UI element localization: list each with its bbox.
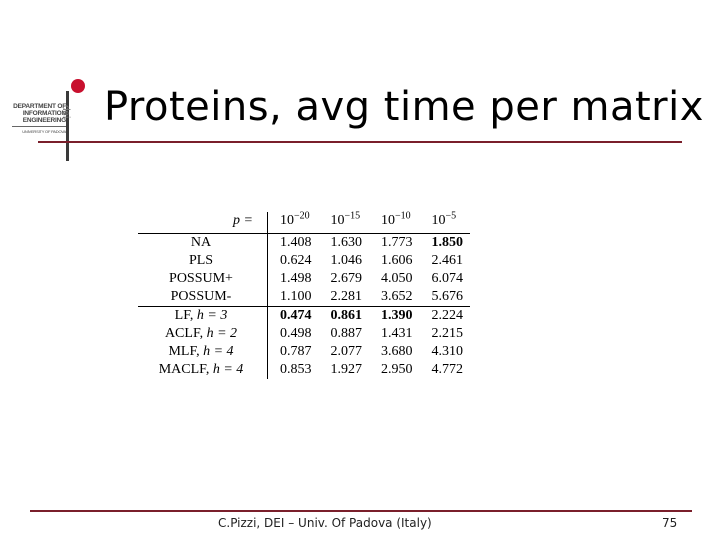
row-label: MLF, h = 4	[138, 343, 268, 361]
table-cell: 0.887	[330, 326, 363, 341]
row-label: NA	[138, 233, 268, 252]
table-cell: 1.630	[318, 233, 369, 252]
table-row: LF, h = 3 0.474 0.861 1.390 2.224	[138, 306, 470, 325]
table-row: POSSUM+ 1.498 2.679 4.050 6.074	[138, 270, 470, 288]
table-cell: 1.046	[330, 253, 363, 268]
table-cell: 3.652	[381, 289, 413, 304]
table-cell: 1.850	[419, 233, 470, 252]
row-label: ACLF, h = 2	[138, 325, 268, 343]
table-cell: 0.787	[280, 344, 312, 359]
table-header-row: p = 10−20 10−15 10−10 10−5	[138, 210, 470, 234]
table-cell: 2.679	[330, 271, 363, 286]
table-cell: 5.676	[431, 289, 464, 304]
table-cell: 1.498	[280, 271, 312, 286]
title-divider	[38, 141, 682, 143]
footer-text: C.Pizzi, DEI – Univ. Of Padova (Italy)	[218, 516, 432, 530]
corner-label: p =	[138, 212, 268, 234]
table-cell: 0.861	[318, 306, 369, 325]
table-cell: 1.431	[381, 326, 413, 341]
column-header: 10−15	[330, 210, 361, 228]
table-cell: 1.773	[369, 233, 420, 252]
table-cell: 1.606	[381, 253, 413, 268]
logo-vertical-bar	[66, 91, 69, 161]
table-cell: 2.950	[381, 362, 413, 377]
logo-text: DEPARTMENT OF INFORMATION ENGINEERING UN…	[12, 103, 66, 134]
logo-university: UNIVERSITY OF PADOVA	[22, 129, 66, 134]
table-cell: 4.772	[431, 362, 464, 377]
column-header: 10−20	[280, 210, 310, 228]
table-cell: 2.224	[419, 306, 470, 325]
table-cell: 3.680	[381, 344, 413, 359]
table-cell: 2.215	[431, 326, 464, 341]
row-label: POSSUM+	[138, 270, 268, 288]
table-cell: 0.498	[280, 326, 312, 341]
row-label: POSSUM-	[138, 288, 268, 307]
table-cell: 6.074	[431, 271, 464, 286]
table-cell: 0.474	[267, 306, 319, 325]
table-cell: 4.050	[381, 271, 413, 286]
table-cell: 2.281	[330, 289, 363, 304]
table-row: ACLF, h = 2 0.498 0.887 1.431 2.215	[138, 325, 470, 343]
table-cell: 4.310	[431, 344, 464, 359]
table-row: MLF, h = 4 0.787 2.077 3.680 4.310	[138, 343, 470, 361]
table-row: PLS 0.624 1.046 1.606 2.461	[138, 252, 470, 270]
logo-line-1: DEPARTMENT OF	[13, 103, 66, 110]
table-cell: 2.077	[330, 344, 363, 359]
row-label: LF, h = 3	[138, 306, 268, 325]
footer-divider	[30, 510, 692, 512]
table-cell: 1.390	[369, 306, 420, 325]
logo-line-3: ENGINEERING	[22, 117, 67, 124]
table-row: MACLF, h = 4 0.853 1.927 2.950 4.772	[138, 361, 470, 379]
column-header: 10−5	[431, 210, 457, 228]
row-label: PLS	[138, 252, 268, 270]
table-cell: 1.927	[330, 362, 363, 377]
logo-red-dot	[71, 79, 85, 93]
results-table: p = 10−20 10−15 10−10 10−5 NA 1.408 1.630 1.77…	[138, 210, 470, 379]
table-cell: 2.461	[431, 253, 464, 268]
table-cell: 1.100	[280, 289, 312, 304]
table-cell: 1.408	[267, 233, 319, 252]
column-header: 10−10	[381, 210, 411, 228]
logo-line-2: INFORMATION	[22, 110, 66, 117]
page-number: 75	[662, 516, 678, 530]
table-cell: 0.853	[280, 362, 312, 377]
row-label: MACLF, h = 4	[138, 361, 268, 379]
slide-title: Proteins, avg time per matrix	[104, 84, 704, 130]
logo-dei-glyph: dei	[60, 105, 71, 119]
table-row: NA 1.408 1.630 1.773 1.850	[138, 233, 470, 252]
department-logo: DEPARTMENT OF INFORMATION ENGINEERING UN…	[10, 75, 90, 165]
table-cell: 0.624	[280, 253, 312, 268]
table-row: POSSUM- 1.100 2.281 3.652 5.676	[138, 288, 470, 307]
